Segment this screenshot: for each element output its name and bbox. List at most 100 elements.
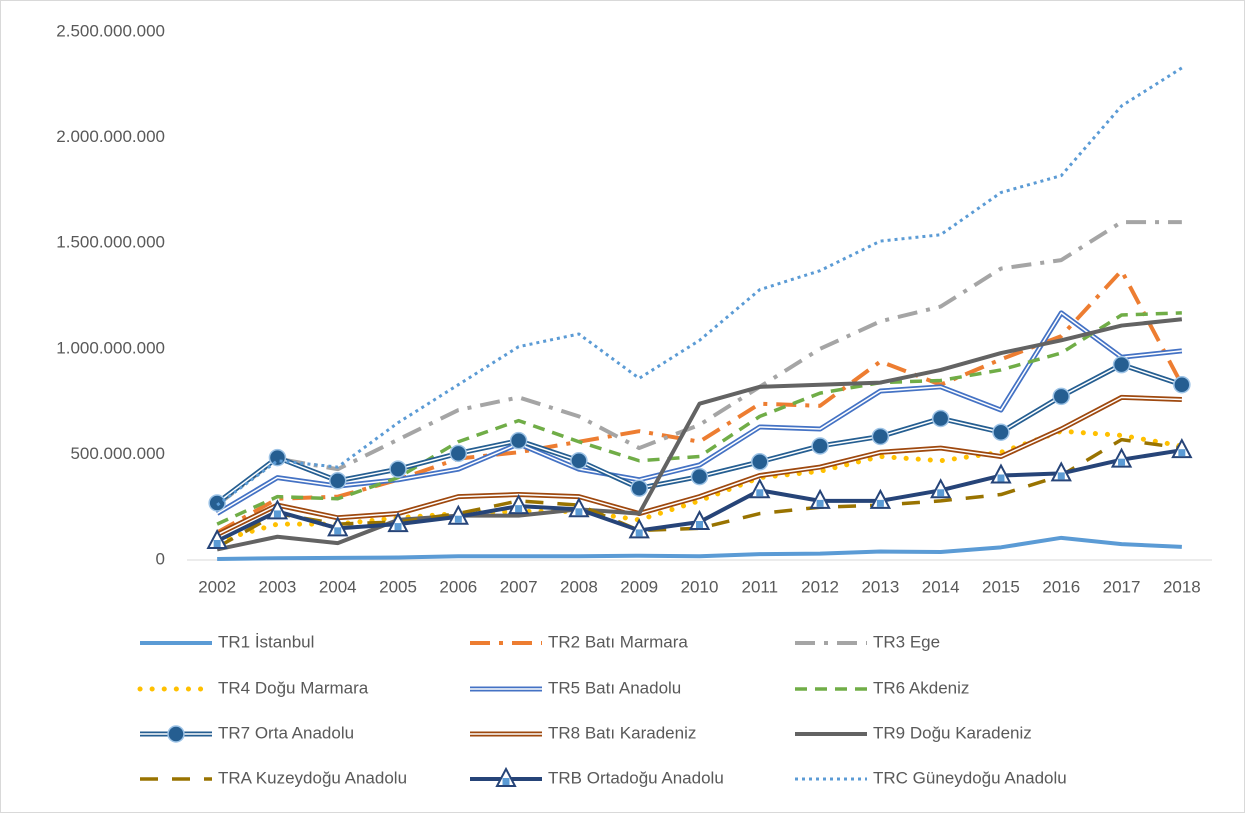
x-tick-label: 2008 [560,577,598,596]
point [1050,461,1072,482]
series-line-inner [216,312,1182,515]
point-inner [213,539,221,547]
point [208,494,226,512]
point-inner [273,510,281,518]
point-inner [515,505,523,513]
legend-label: TR8 Batı Karadeniz [548,723,696,742]
point [931,409,950,428]
point [811,437,829,455]
series [215,310,1183,516]
point [809,488,831,509]
x-tick-label: 2016 [1042,577,1080,596]
point [327,516,349,537]
y-tick-label: 2.000.000.000 [56,127,165,146]
legend-item: TRC Güneydoğu Anadolu [795,768,1067,787]
legend-item: TRB Ortadoğu Anadolu [470,766,724,787]
legend-label: TR4 Doğu Marmara [218,678,369,697]
legend-item: TR7 Orta Anadolu [140,723,354,743]
point [930,478,952,499]
series [217,535,1182,561]
point-inner [937,489,945,497]
point [1173,375,1191,394]
point [167,725,185,743]
x-tick-label: 2005 [379,577,417,596]
x-tick-label: 2018 [1163,577,1201,596]
point [206,528,228,549]
point-inner [696,520,703,528]
x-tick-label: 2012 [801,577,839,596]
point [570,451,588,470]
point [992,423,1010,441]
legend-item: TR9 Doğu Karadeniz [795,723,1032,742]
series-line [216,311,1182,526]
point-inner [1118,458,1126,466]
x-tick-label: 2011 [742,577,779,596]
point [751,453,769,471]
legend-item: TR2 Batı Marmara [470,632,688,651]
point [509,431,528,450]
point [268,448,287,467]
point [449,444,468,463]
legend-item: TR5 Batı Anadolu [470,678,681,697]
y-tick-label: 2.500.000.000 [56,21,165,40]
series-line-inner [216,396,1182,536]
legend-label: TR5 Batı Anadolu [548,678,681,697]
point [447,504,469,525]
point [688,509,711,530]
series-line [215,220,1182,507]
x-tick-label: 2004 [319,577,357,596]
point-inner [1057,472,1065,480]
point [389,460,407,478]
point [749,478,771,499]
point-inner [334,527,342,535]
point-inner [454,515,462,523]
x-tick-label: 2017 [1103,577,1141,596]
point [266,499,289,520]
legend-label: TR2 Batı Marmara [548,632,688,651]
legend-label: TR1 İstanbul [218,632,314,651]
series [216,317,1183,552]
legend-label: TRA Kuzeydoğu Anadolu [218,768,407,787]
point-inner [756,489,764,497]
series [216,66,1183,507]
series-line [216,437,1183,549]
point [1052,387,1071,406]
legend-label: TR6 Akdeniz [873,678,969,697]
y-tick-label: 1.500.000.000 [56,233,165,252]
legend-item: TR3 Ege [795,632,940,651]
point [628,518,650,539]
y-tick-label: 0 [156,549,165,568]
x-tick-label: 2010 [681,577,719,596]
legend-label: TR3 Ege [873,632,940,651]
legend-item: TR4 Doğu Marmara [137,678,369,697]
x-tick-label: 2006 [439,577,477,596]
point-inner [635,529,643,537]
point [690,467,709,486]
point [495,766,517,787]
legend-label: TRC Güneydoğu Anadolu [873,768,1067,787]
point-inner [876,499,884,507]
x-tick-label: 2014 [922,577,960,596]
legend-label: TR9 Doğu Karadeniz [873,723,1032,742]
point-inner [997,474,1005,482]
x-tick-label: 2002 [198,577,236,596]
point-inner [502,778,510,785]
point [630,479,648,497]
legend-label: TR7 Orta Anadolu [218,723,354,742]
series [208,355,1191,512]
series [216,437,1183,549]
point [387,511,409,533]
point-inner [394,523,402,531]
series-line [216,317,1183,552]
series-line [217,535,1182,561]
point [990,463,1012,484]
point-inner [1178,449,1186,457]
point [1112,355,1131,374]
series [206,438,1193,549]
point [1171,438,1193,459]
point-inner [575,508,583,516]
point [328,472,347,490]
x-tick-label: 2013 [861,577,899,596]
point [507,494,530,515]
